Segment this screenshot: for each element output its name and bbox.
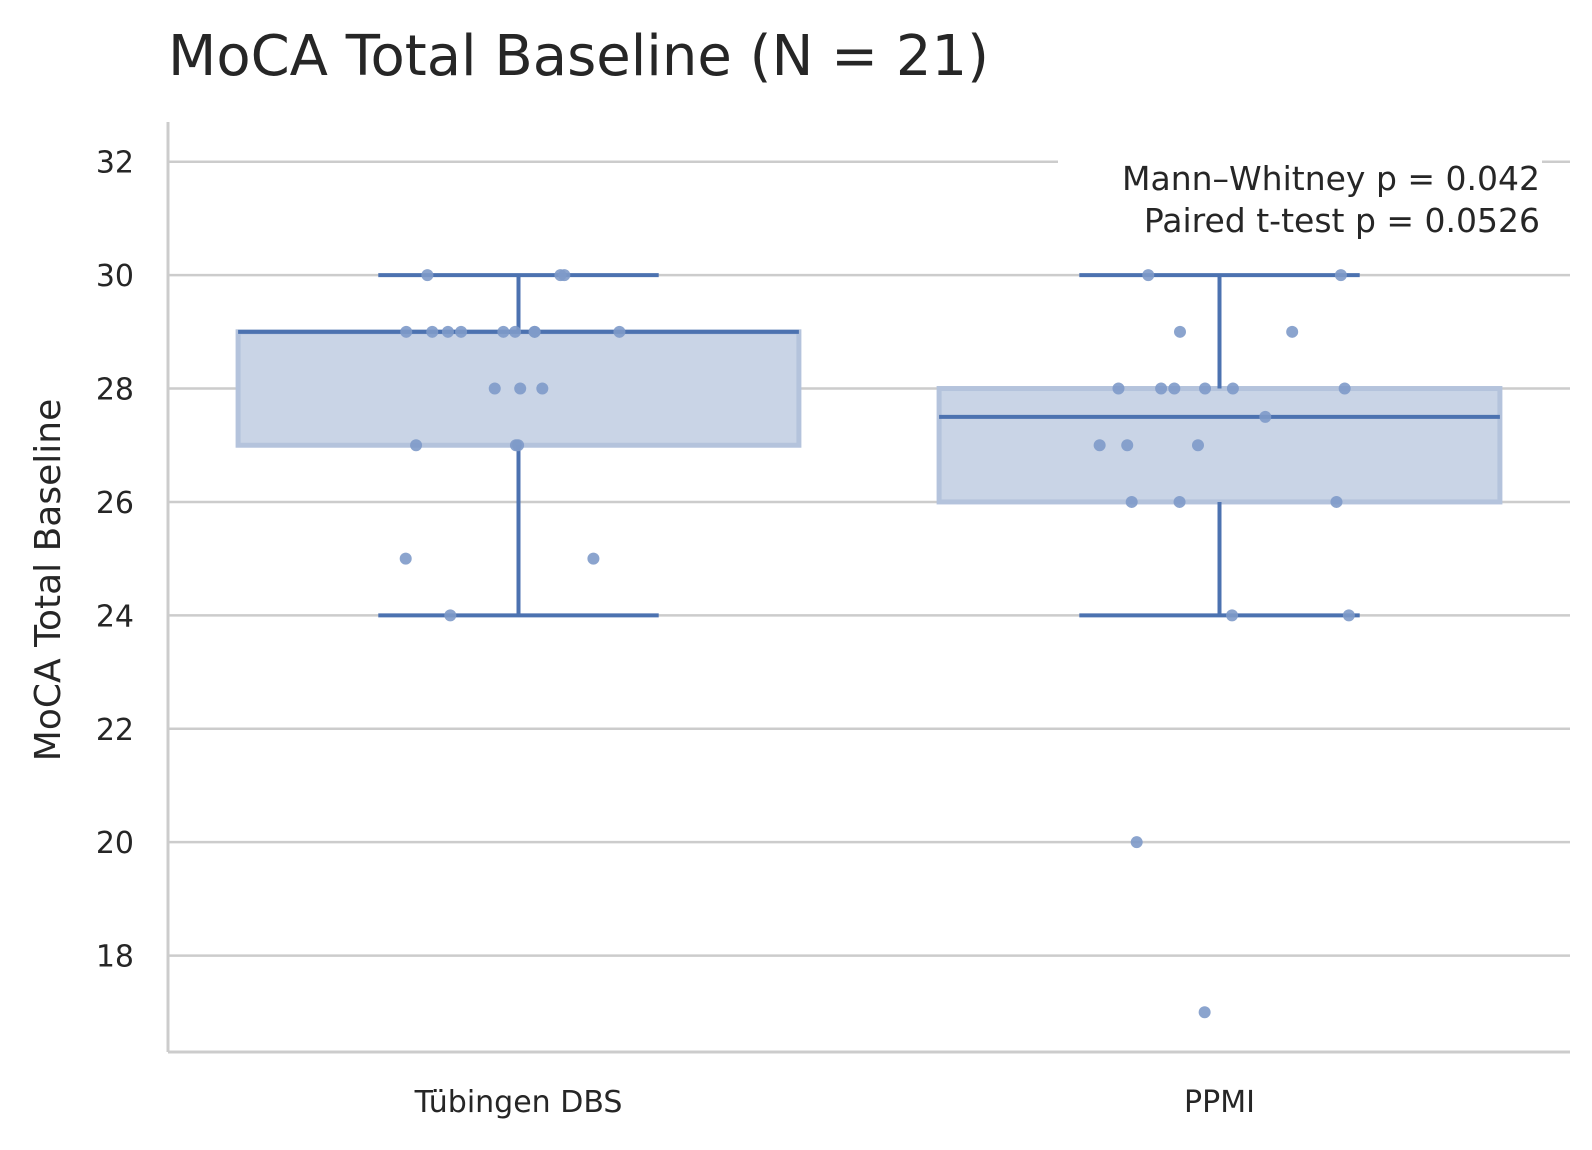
y-tick-label-26: 26 <box>96 486 134 521</box>
data-point-1-18 <box>1286 325 1299 338</box>
box-1 <box>936 386 1503 505</box>
data-point-0-3 <box>444 609 457 622</box>
tick-labels: 18 20 22 24 26 28 30 32 Tübingen DBS PPMI <box>96 146 1255 1120</box>
y-tick-label-22: 22 <box>96 713 134 748</box>
axes <box>166 122 1570 1054</box>
data-point-1-14 <box>1142 269 1155 282</box>
annotation-background <box>1058 155 1542 245</box>
data-point-0-5 <box>514 382 527 395</box>
data-point-1-13 <box>1199 382 1212 395</box>
data-point-0-8 <box>536 382 549 395</box>
data-point-0-17 <box>421 269 434 282</box>
y-tick-label-30: 30 <box>96 259 134 294</box>
data-point-0-14 <box>512 439 525 452</box>
data-point-1-15 <box>1226 609 1239 622</box>
grid-lines <box>168 160 1570 957</box>
data-point-1-0 <box>1093 439 1106 452</box>
data-point-1-8 <box>1226 382 1239 395</box>
data-point-1-12 <box>1342 609 1355 622</box>
y-tick-label-32: 32 <box>96 146 134 181</box>
data-points <box>399 269 1355 1019</box>
y-tick-label-24: 24 <box>96 599 134 634</box>
y-axis-label: MoCA Total Baseline <box>28 399 69 761</box>
data-point-1-20 <box>1173 495 1186 508</box>
x-tick-label-0: Tübingen DBS <box>414 1085 623 1120</box>
data-point-0-15 <box>441 325 454 338</box>
data-point-0-6 <box>400 325 413 338</box>
data-point-1-19 <box>1173 325 1186 338</box>
data-point-0-19 <box>509 325 522 338</box>
data-point-0-10 <box>455 325 468 338</box>
stat-annotation-paired-t-test: Paired t-test p = 0.0526 <box>1144 201 1540 240</box>
data-point-1-1 <box>1330 495 1343 508</box>
data-point-1-2 <box>1338 382 1351 395</box>
y-tick-label-20: 20 <box>96 826 134 861</box>
data-point-0-18 <box>528 325 541 338</box>
data-point-1-17 <box>1121 439 1134 452</box>
y-tick-label-28: 28 <box>96 373 134 408</box>
data-point-0-7 <box>613 325 626 338</box>
data-point-0-13 <box>399 552 412 565</box>
data-point-1-16 <box>1168 382 1181 395</box>
chart-title: MoCA Total Baseline (N = 21) <box>168 24 989 89</box>
y-tick-label-18: 18 <box>96 940 134 975</box>
data-point-1-4 <box>1198 1006 1211 1019</box>
x-tick-label-1: PPMI <box>1184 1085 1255 1120</box>
data-point-0-2 <box>410 439 423 452</box>
data-point-1-5 <box>1334 269 1347 282</box>
data-point-0-16 <box>558 269 571 282</box>
data-point-1-3 <box>1112 382 1125 395</box>
boxes <box>235 273 1503 618</box>
data-point-0-9 <box>488 382 501 395</box>
data-point-0-4 <box>497 325 510 338</box>
data-point-1-11 <box>1125 495 1138 508</box>
data-point-0-11 <box>587 552 600 565</box>
data-point-0-20 <box>426 325 439 338</box>
data-point-1-10 <box>1155 382 1168 395</box>
data-point-1-6 <box>1130 836 1143 849</box>
data-point-1-9 <box>1259 410 1272 423</box>
stat-annotation-mann-whitney: Mann–Whitney p = 0.042 <box>1122 159 1540 198</box>
data-point-1-7 <box>1191 439 1204 452</box>
